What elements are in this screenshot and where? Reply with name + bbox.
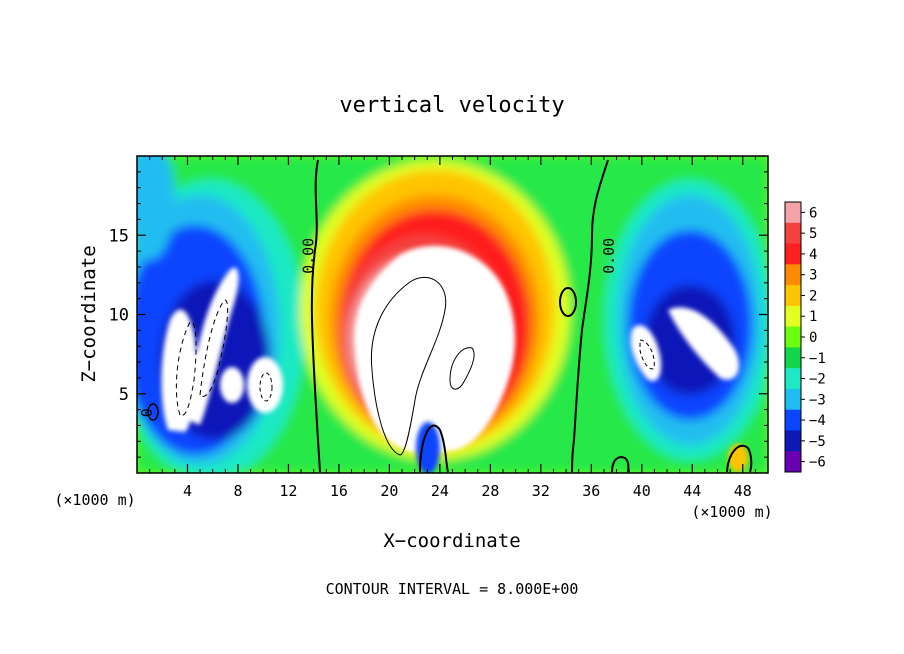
colorbar-label: 5 [809, 226, 817, 242]
velocity-field [137, 156, 768, 473]
zero-contour-left [310, 159, 321, 473]
x-tick-label: 44 [683, 482, 701, 500]
colorbar-swatch [785, 326, 801, 348]
negative-contour-4 [639, 339, 655, 370]
x-tick-label: 24 [431, 482, 449, 500]
x-tick-label: 12 [279, 482, 297, 500]
zero-contour-bottom-2 [726, 444, 753, 473]
positive-contour-8b [449, 347, 475, 390]
contour-label: 0.00 [300, 238, 318, 274]
colorbar-label: 3 [809, 268, 817, 284]
y-axis-ticks: 5 10 15 [109, 171, 768, 458]
colorbar-swatch [785, 243, 801, 265]
colorbar-label: −6 [809, 455, 826, 471]
colorbar-label: −3 [809, 392, 826, 408]
colorbar-swatch [785, 409, 801, 431]
contour-label: 0 [138, 408, 156, 417]
contour-labels: 0.00 0.00 0 [138, 238, 618, 417]
x-tick-label: 8 [233, 482, 242, 500]
colorbar-label: −4 [809, 413, 826, 429]
colorbar: 6 5 4 3 2 1 0 −1 −2 −3 −4 −5 −6 [784, 201, 826, 473]
colorbar-swatch [785, 305, 801, 328]
footer-contour-interval: CONTOUR INTERVAL = 8.000E+00 [326, 580, 579, 598]
y-tick-label: 10 [109, 306, 129, 326]
colorbar-swatch [785, 347, 801, 369]
y-tick-label: 15 [109, 226, 129, 246]
negative-contour-2 [199, 299, 229, 397]
left-white-streak-1 [161, 309, 197, 432]
colorbar-label: −1 [809, 351, 826, 367]
x-axis-ticks: 4 8 12 16 20 24 28 32 36 40 44 48 [149, 156, 756, 500]
colorbar-label: 2 [809, 288, 817, 304]
zero-contour-loop [559, 287, 577, 317]
colorbar-swatch [785, 285, 801, 307]
positive-contour-8 [370, 276, 447, 456]
left-white-blob-2 [220, 367, 244, 403]
colorbar-swatch [785, 451, 801, 473]
zero-contour-bottom-3 [419, 424, 449, 473]
colorbar-label: 6 [809, 205, 817, 221]
colorbar-swatch [785, 264, 801, 286]
x-unit-right-label: (×1000 m) [691, 503, 772, 521]
right-white-streak-1 [630, 325, 662, 382]
negative-contour-1 [175, 321, 197, 416]
x-tick-label: 40 [633, 482, 651, 500]
upper-left-sky-patch [137, 156, 175, 260]
colorbar-swatch [785, 388, 801, 411]
x-tick-label: 20 [380, 482, 398, 500]
colorbar-label: 4 [809, 247, 817, 263]
colorbar-label: −2 [809, 372, 826, 388]
contour-label: 0.00 [600, 238, 618, 274]
center-downdraft-patch [416, 422, 440, 473]
colorbar-swatch [785, 222, 801, 245]
colorbar-swatch [785, 202, 801, 224]
zero-contour-bottom-1 [611, 456, 630, 473]
chart-title: vertical velocity [339, 93, 564, 118]
colorbar-label: 1 [809, 309, 817, 325]
y-axis-label: Z−coordinate [78, 245, 100, 382]
x-tick-label: 16 [330, 482, 348, 500]
left-white-blob [247, 357, 283, 413]
right-white-streak-2 [668, 307, 740, 380]
colorbar-swatch [785, 430, 801, 452]
center-white-core [354, 245, 515, 454]
zero-contour-right [571, 159, 609, 473]
y-tick-label: 5 [119, 385, 129, 405]
zero-contour-small [147, 403, 159, 421]
colorbar-label: 0 [809, 330, 817, 346]
x-tick-label: 48 [734, 482, 752, 500]
x-unit-left-label: (×1000 m) [54, 491, 135, 509]
colorbar-label: −5 [809, 434, 826, 450]
colorbar-swatch [785, 368, 801, 390]
x-tick-label: 32 [532, 482, 550, 500]
x-axis-label: X−coordinate [383, 530, 520, 552]
x-tick-label: 36 [582, 482, 600, 500]
x-tick-label: 28 [481, 482, 499, 500]
x-tick-label: 4 [183, 482, 192, 500]
negative-contour-3 [259, 372, 273, 402]
